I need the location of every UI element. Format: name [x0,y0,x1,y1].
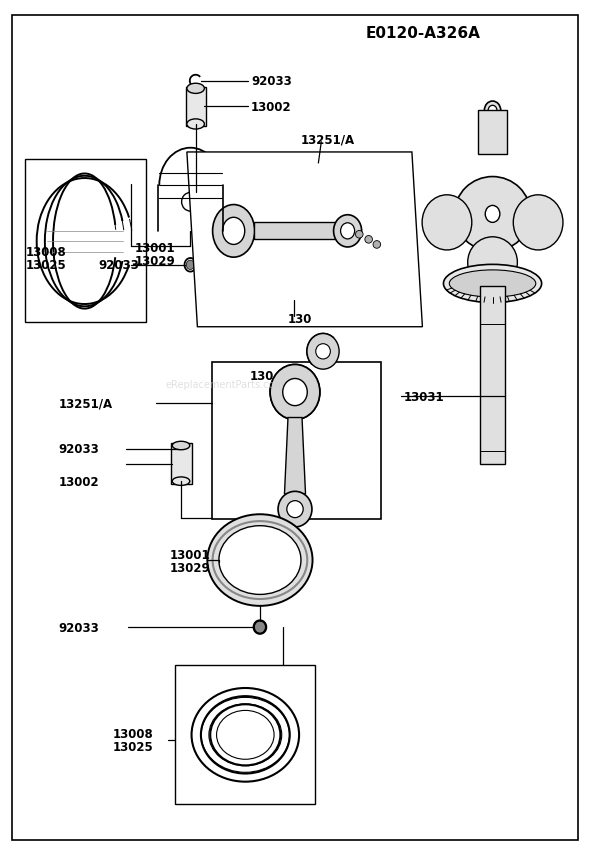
Ellipse shape [468,237,517,288]
Text: 92033: 92033 [58,621,99,634]
Ellipse shape [484,102,501,120]
Ellipse shape [365,236,372,244]
Text: 130: 130 [250,369,274,382]
Ellipse shape [186,261,195,270]
Bar [175,665,316,804]
Ellipse shape [212,206,255,258]
Polygon shape [284,418,306,494]
Ellipse shape [488,106,497,116]
Text: eReplacementParts.com: eReplacementParts.com [165,379,284,389]
Text: 13029: 13029 [135,255,175,268]
Text: 13029: 13029 [169,561,210,575]
Ellipse shape [450,270,536,298]
Text: 13008: 13008 [26,246,67,258]
Ellipse shape [356,231,363,239]
Text: 92033: 92033 [251,75,292,88]
Ellipse shape [270,365,320,421]
Ellipse shape [485,206,500,223]
Ellipse shape [513,195,563,251]
FancyBboxPatch shape [186,88,205,126]
Ellipse shape [422,195,472,251]
Text: 13001: 13001 [135,242,175,255]
Text: 13001: 13001 [169,548,210,562]
Text: 13251/A: 13251/A [301,134,355,147]
Ellipse shape [254,621,266,634]
Ellipse shape [373,241,381,249]
Text: 130: 130 [287,312,312,325]
Bar [478,111,507,155]
Text: 92033: 92033 [58,443,99,456]
Ellipse shape [187,119,204,130]
Polygon shape [187,153,422,328]
Ellipse shape [172,442,190,450]
Ellipse shape [307,334,339,369]
Text: 13002: 13002 [58,475,99,488]
FancyBboxPatch shape [171,444,192,485]
Ellipse shape [182,193,199,212]
Polygon shape [254,223,336,240]
Text: 13251/A: 13251/A [58,397,113,410]
Ellipse shape [333,216,362,247]
Text: 13031: 13031 [404,391,444,403]
Text: 13002: 13002 [251,101,292,113]
Ellipse shape [340,223,355,240]
Ellipse shape [222,218,245,245]
Ellipse shape [287,501,303,518]
Bar [212,363,382,519]
Bar [25,160,146,323]
Ellipse shape [316,345,330,360]
Ellipse shape [201,698,290,773]
Text: 13025: 13025 [113,740,153,753]
Text: 92033: 92033 [98,259,139,272]
Ellipse shape [217,711,274,759]
Text: 13025: 13025 [26,259,67,272]
Ellipse shape [172,478,190,486]
Bar [480,287,506,465]
Ellipse shape [187,84,204,95]
Ellipse shape [207,514,313,606]
Ellipse shape [444,265,542,303]
Ellipse shape [209,704,282,766]
Text: E0120-A326A: E0120-A326A [365,26,480,41]
Ellipse shape [219,526,301,595]
Ellipse shape [454,177,530,252]
Ellipse shape [283,379,307,406]
Ellipse shape [278,491,312,527]
Text: 13008: 13008 [113,727,153,740]
Ellipse shape [283,370,293,380]
